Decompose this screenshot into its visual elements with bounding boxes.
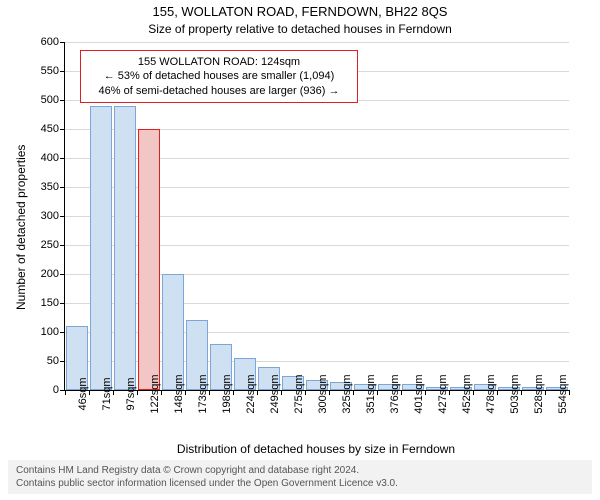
xtick-mark [257,390,258,395]
ytick-label: 600 [41,36,65,48]
y-axis-label: Number of detached properties [14,145,28,310]
histogram-bar [162,274,184,390]
xtick-mark [113,390,114,395]
xtick-mark [425,390,426,395]
ytick-label: 250 [41,239,65,251]
ytick-label: 0 [53,384,65,396]
footer-attribution: Contains HM Land Registry data © Crown c… [8,460,592,494]
xtick-mark [161,390,162,395]
annotation-line3: 46% of semi-detached houses are larger (… [87,84,351,98]
ytick-label: 150 [41,297,65,309]
ytick-label: 200 [41,268,65,280]
xtick-mark [305,390,306,395]
xtick-mark [233,390,234,395]
footer-line1: Contains HM Land Registry data © Crown c… [16,464,584,477]
xtick-mark [377,390,378,395]
xtick-mark [329,390,330,395]
xtick-mark [473,390,474,395]
title-subtitle: Size of property relative to detached ho… [0,22,600,36]
histogram-bar [90,106,112,390]
xtick-mark [65,390,66,395]
ytick-label: 100 [41,326,65,338]
xtick-mark [185,390,186,395]
ytick-label: 50 [47,355,65,367]
highlighted-bar [138,129,160,390]
xtick-mark [449,390,450,395]
annotation-line1: 155 WOLLATON ROAD: 124sqm [87,55,351,69]
histogram-bar [114,106,136,390]
xtick-mark [281,390,282,395]
ytick-label: 450 [41,123,65,135]
xtick-mark [209,390,210,395]
xtick-mark [89,390,90,395]
x-axis-label: Distribution of detached houses by size … [64,442,568,456]
xtick-mark [401,390,402,395]
xtick-mark [545,390,546,395]
xtick-mark [521,390,522,395]
ytick-label: 400 [41,152,65,164]
ytick-label: 550 [41,65,65,77]
chart-container: 155, WOLLATON ROAD, FERNDOWN, BH22 8QS S… [0,0,600,500]
xtick-mark [569,390,570,395]
annotation-line2: ← 53% of detached houses are smaller (1,… [87,69,351,83]
title-address: 155, WOLLATON ROAD, FERNDOWN, BH22 8QS [0,4,600,19]
xtick-mark [137,390,138,395]
annotation-box: 155 WOLLATON ROAD: 124sqm ← 53% of detac… [80,50,358,103]
xtick-mark [353,390,354,395]
ytick-label: 300 [41,210,65,222]
xtick-mark [497,390,498,395]
ytick-label: 500 [41,94,65,106]
footer-line2: Contains public sector information licen… [16,477,584,490]
ytick-label: 350 [41,181,65,193]
gridline [65,42,569,43]
